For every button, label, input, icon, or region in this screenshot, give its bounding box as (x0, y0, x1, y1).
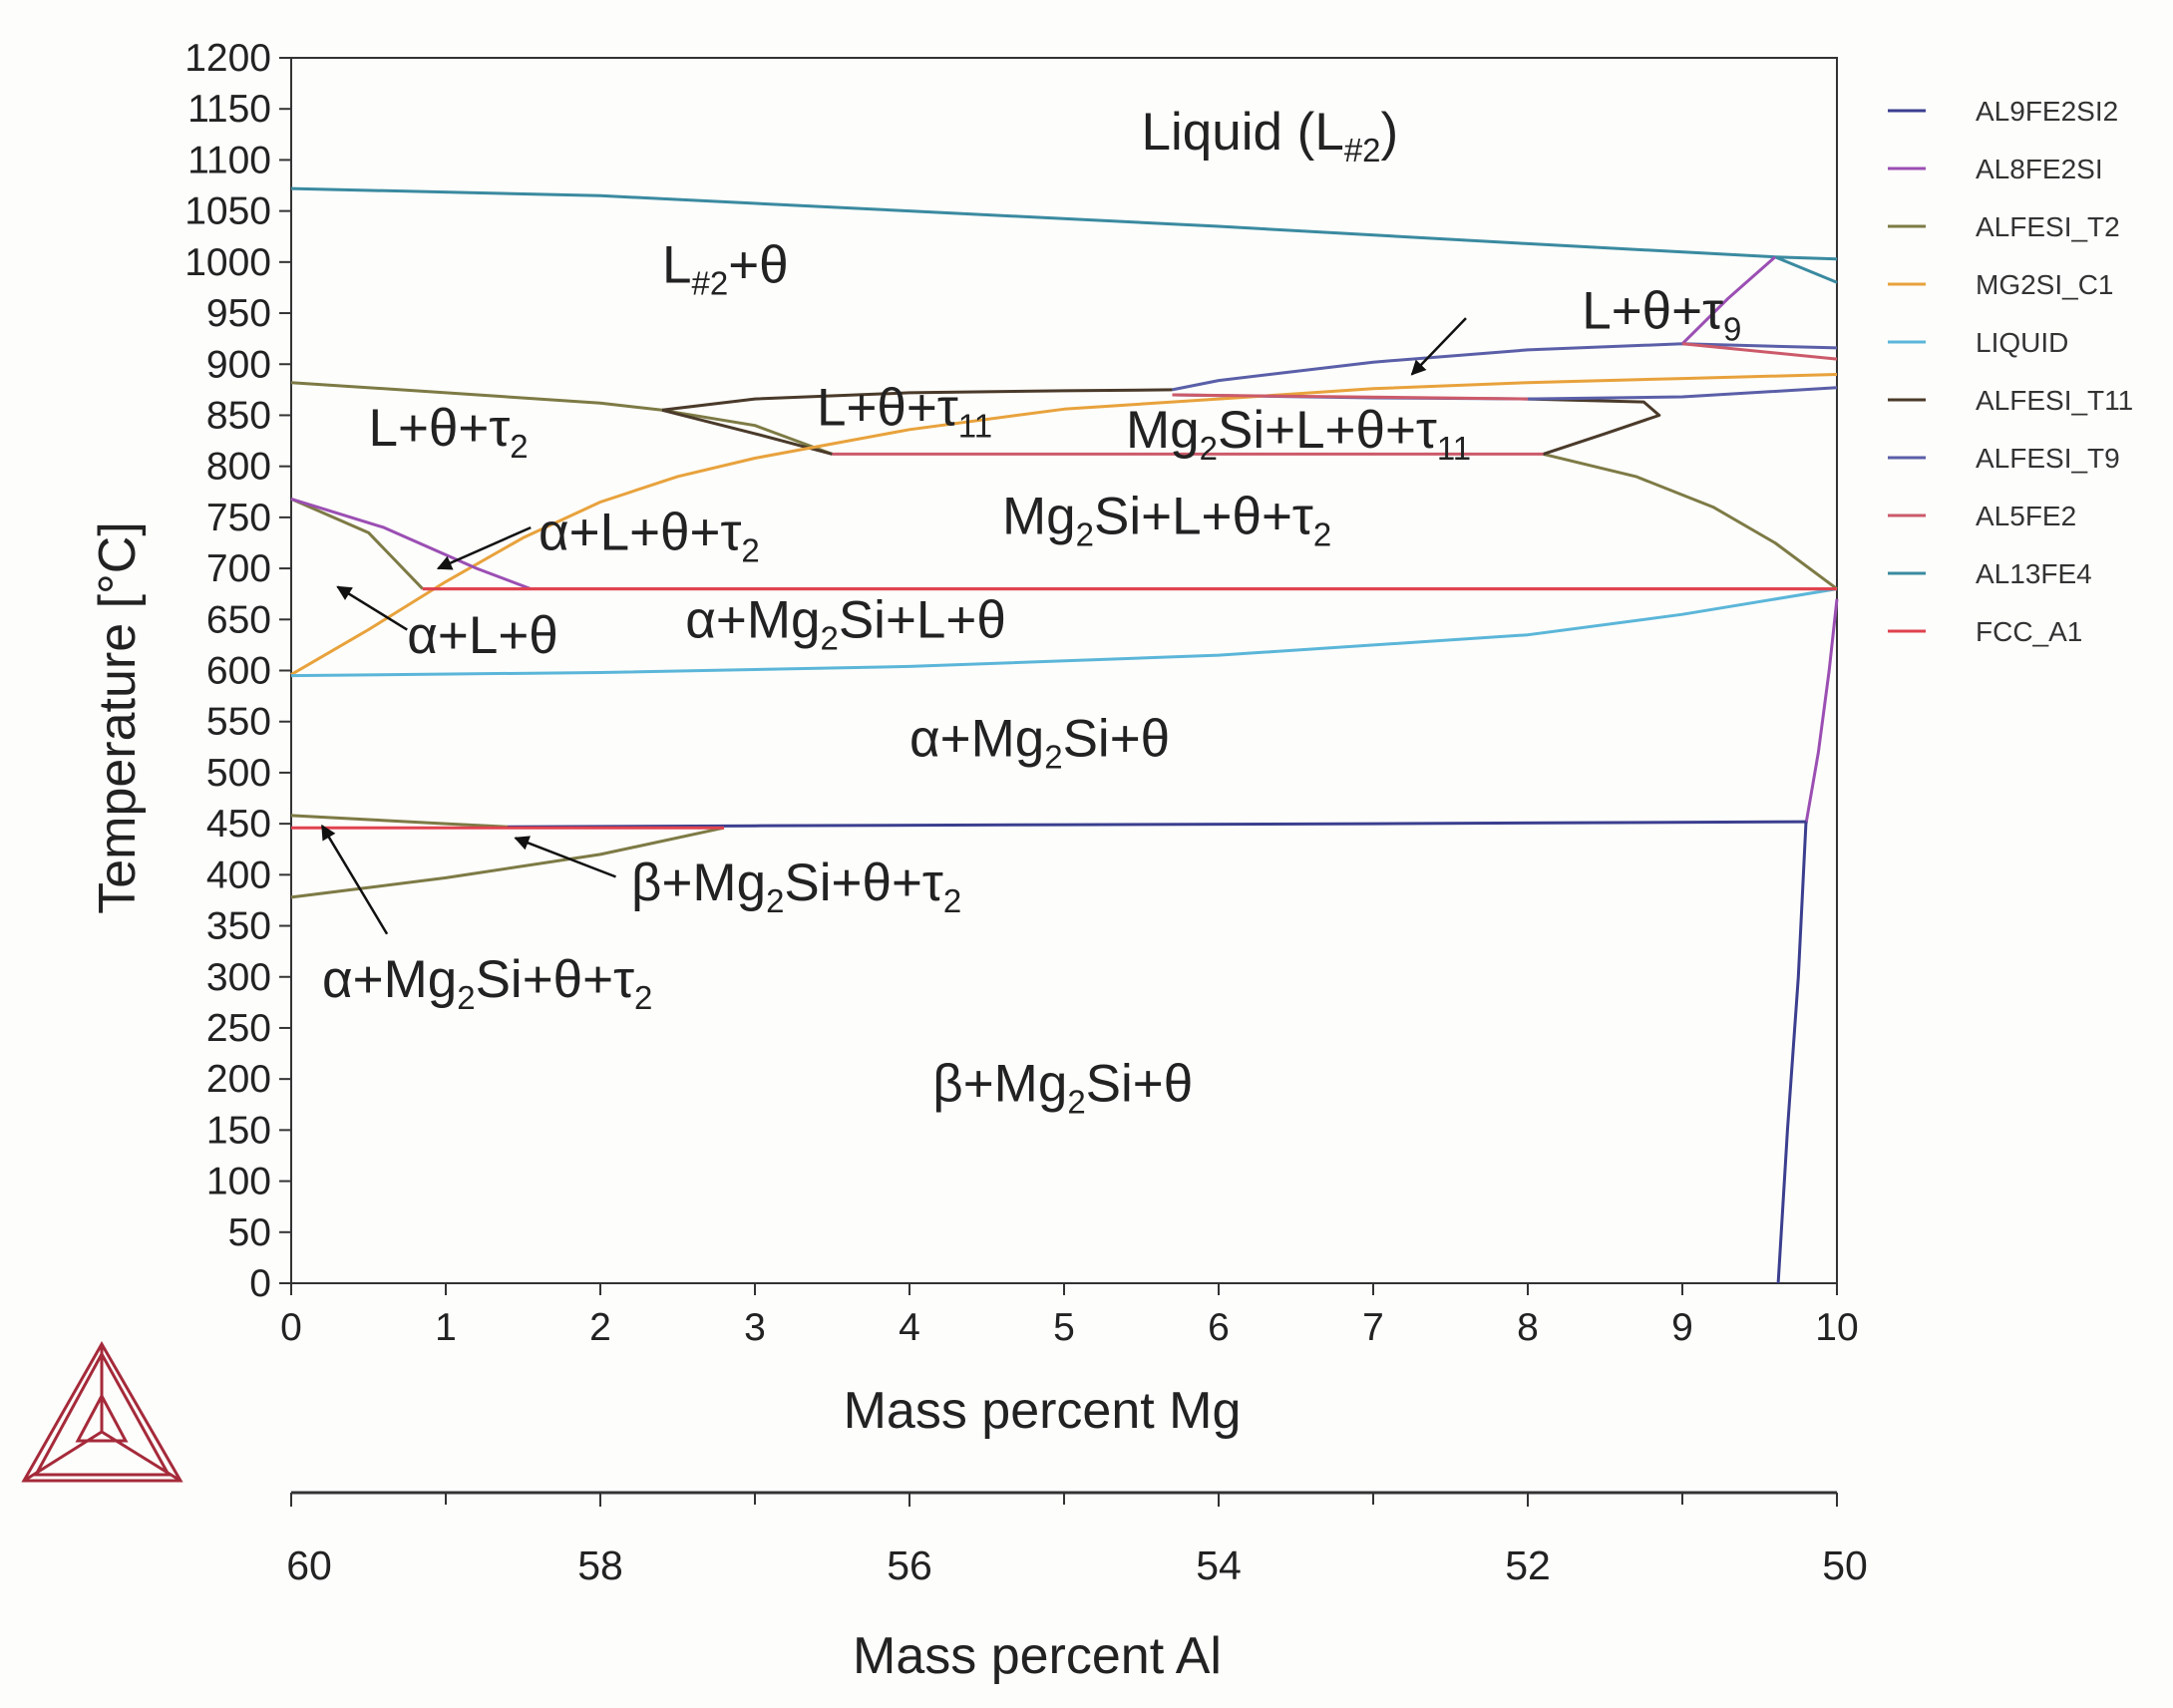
y-tick-label: 250 (206, 1007, 271, 1050)
y-tick-label: 200 (206, 1058, 271, 1101)
secondary-tick-label: 58 (577, 1542, 623, 1588)
x-tick-label: 5 (1053, 1306, 1075, 1349)
y-tick-label: 650 (206, 598, 271, 641)
region-label-10: α+Mg2Si+θ (909, 710, 1170, 776)
annotation-arrow-1 (436, 525, 532, 570)
annotation-arrow-0 (1410, 317, 1467, 376)
y-tick-label: 150 (206, 1109, 271, 1152)
region-labels: Liquid (L#2)L#2+θL+θ+τ9L+θ+τ2L+θ+τ11 Mg2S… (322, 103, 1741, 1121)
secondary-tick-label: 52 (1505, 1542, 1551, 1588)
phase-boundary-alfesi_t2-5 (290, 814, 509, 829)
annotation-arrow-2 (336, 585, 408, 631)
legend-label-al8fe2si: AL8FE2SI (1976, 154, 2103, 184)
secondary-tick-label: 54 (1196, 1542, 1242, 1588)
y-axis-title: Temperature [°C] (89, 521, 147, 914)
y-tick-label: 950 (206, 292, 271, 335)
phase-boundary-alfesi_t11-8 (1527, 397, 1661, 456)
region-label-12: α+Mg2Si+θ+τ2 (322, 950, 652, 1016)
region-label-6: Mg2Si+L+θ+τ2 (1002, 487, 1331, 552)
phase-boundary-al8fe2si-14 (290, 497, 532, 591)
x-tick-label: 10 (1815, 1306, 1858, 1349)
x-tick-label: 0 (280, 1306, 302, 1349)
x-tick-label: 7 (1362, 1306, 1384, 1349)
secondary-tick-label: 50 (1822, 1542, 1868, 1588)
legend-label-mg2si_c1: MG2SI_C1 (1976, 269, 2114, 300)
y-tick-label: 1000 (184, 241, 271, 284)
secondary-x-axis-title: Mass percent Al (853, 1627, 1222, 1685)
region-label-13: β+Mg2Si+θ (932, 1055, 1193, 1121)
y-tick-label: 800 (206, 446, 271, 489)
y-tick-label: 1050 (184, 190, 271, 233)
secondary-tick-label: 60 (286, 1542, 332, 1588)
annotation-arrow-3 (514, 836, 616, 878)
phase-boundary-al9fe2si2-18 (1776, 822, 1808, 1284)
phase-boundary-al8fe2si-15 (1680, 255, 1776, 345)
x-tick-label: 2 (589, 1306, 611, 1349)
region-label-11: β+Mg2Si+θ+τ2 (631, 854, 961, 919)
legend-label-alfesi_t11: ALFESI_T11 (1976, 385, 2133, 416)
x-tick-label: 1 (435, 1306, 457, 1349)
y-tick-label: 600 (206, 650, 271, 693)
x-tick-label: 3 (744, 1306, 766, 1349)
y-tick-label: 900 (206, 343, 271, 386)
region-label-1: L#2+θ (662, 235, 789, 301)
phase-boundary-alfesi_t11-7 (661, 388, 1173, 412)
y-tick-label: 1200 (184, 37, 271, 80)
region-label-9: α+Mg2Si+L+θ (685, 591, 1006, 657)
y-tick-label: 450 (206, 803, 271, 846)
y-tick-label: 1150 (187, 88, 271, 131)
legend-label-alfesi_t9: ALFESI_T9 (1976, 443, 2120, 474)
y-tick-label: 400 (206, 854, 271, 896)
phase-boundary-al13fe4-1 (1774, 255, 1838, 284)
region-label-5: Mg2Si+L+θ+τ11 (1126, 401, 1471, 467)
x-tick-label: 4 (899, 1306, 920, 1349)
y-tick-label: 550 (206, 701, 271, 744)
phase-boundary-alfesi_t2-6 (290, 826, 725, 899)
y-tick-label: 750 (206, 497, 271, 539)
y-tick-label: 500 (206, 752, 271, 795)
phase-boundary-alfesi_t2-2 (290, 381, 834, 456)
phase-boundary-alfesi_t2-3 (1543, 452, 1838, 590)
region-label-2: L+θ+τ9 (1582, 281, 1741, 347)
plot-frame (290, 57, 1838, 1284)
region-label-8: α+L+θ (407, 606, 558, 665)
legend-label-fcc_a1: FCC_A1 (1976, 616, 2082, 647)
region-label-0: Liquid (L#2) (1142, 103, 1399, 169)
x-tick-label: 6 (1208, 1306, 1230, 1349)
phase-boundary-alfesi_t2-4 (290, 498, 424, 590)
legend-label-liquid: LIQUID (1976, 327, 2068, 358)
y-tick-label: 100 (206, 1161, 271, 1203)
axes: 0501001502002503003504004505005506006507… (184, 37, 1868, 1588)
annotation-arrow-4 (320, 824, 389, 935)
secondary-tick-label: 56 (887, 1542, 932, 1588)
y-tick-label: 50 (228, 1211, 271, 1254)
y-tick-label: 1100 (187, 139, 271, 181)
legend-label-al9fe2si2: AL9FE2SI2 (1976, 96, 2118, 127)
y-tick-label: 700 (206, 547, 271, 590)
phase-boundary-al9fe2si2-17 (507, 820, 1807, 829)
phase-boundary-al8fe2si-16 (1804, 598, 1839, 825)
x-axis-title: Mass percent Mg (844, 1382, 1242, 1440)
x-tick-label: 9 (1671, 1306, 1693, 1349)
thermo-calc-logo-icon (21, 1340, 183, 1483)
phase-boundary-alfesi_t9-10 (1172, 342, 1838, 392)
region-label-4: L+θ+τ11 (817, 379, 992, 445)
legend-label-al13fe4: AL13FE4 (1976, 558, 2092, 589)
legend-label-al5fe2: AL5FE2 (1976, 501, 2076, 531)
legend-label-alfesi_t2: ALFESI_T2 (1976, 211, 2120, 242)
region-label-7: α+L+θ+τ2 (539, 504, 760, 569)
legend: AL9FE2SI2 AL8FE2SI ALFESI_T2 MG2SI_C1 LIQUID… (1888, 96, 2133, 647)
y-tick-label: 0 (249, 1262, 271, 1305)
y-tick-label: 300 (206, 956, 271, 999)
phase-boundary-liquid-13 (290, 587, 1838, 678)
phase-boundary-al5fe2-21 (1172, 393, 1529, 401)
phase-boundary-al5fe2-22 (1681, 342, 1838, 361)
x-tick-label: 8 (1517, 1306, 1539, 1349)
y-tick-label: 850 (206, 394, 271, 437)
plot-area (290, 57, 1839, 1284)
y-tick-label: 350 (206, 905, 271, 948)
region-label-3: L+θ+τ2 (369, 399, 529, 465)
